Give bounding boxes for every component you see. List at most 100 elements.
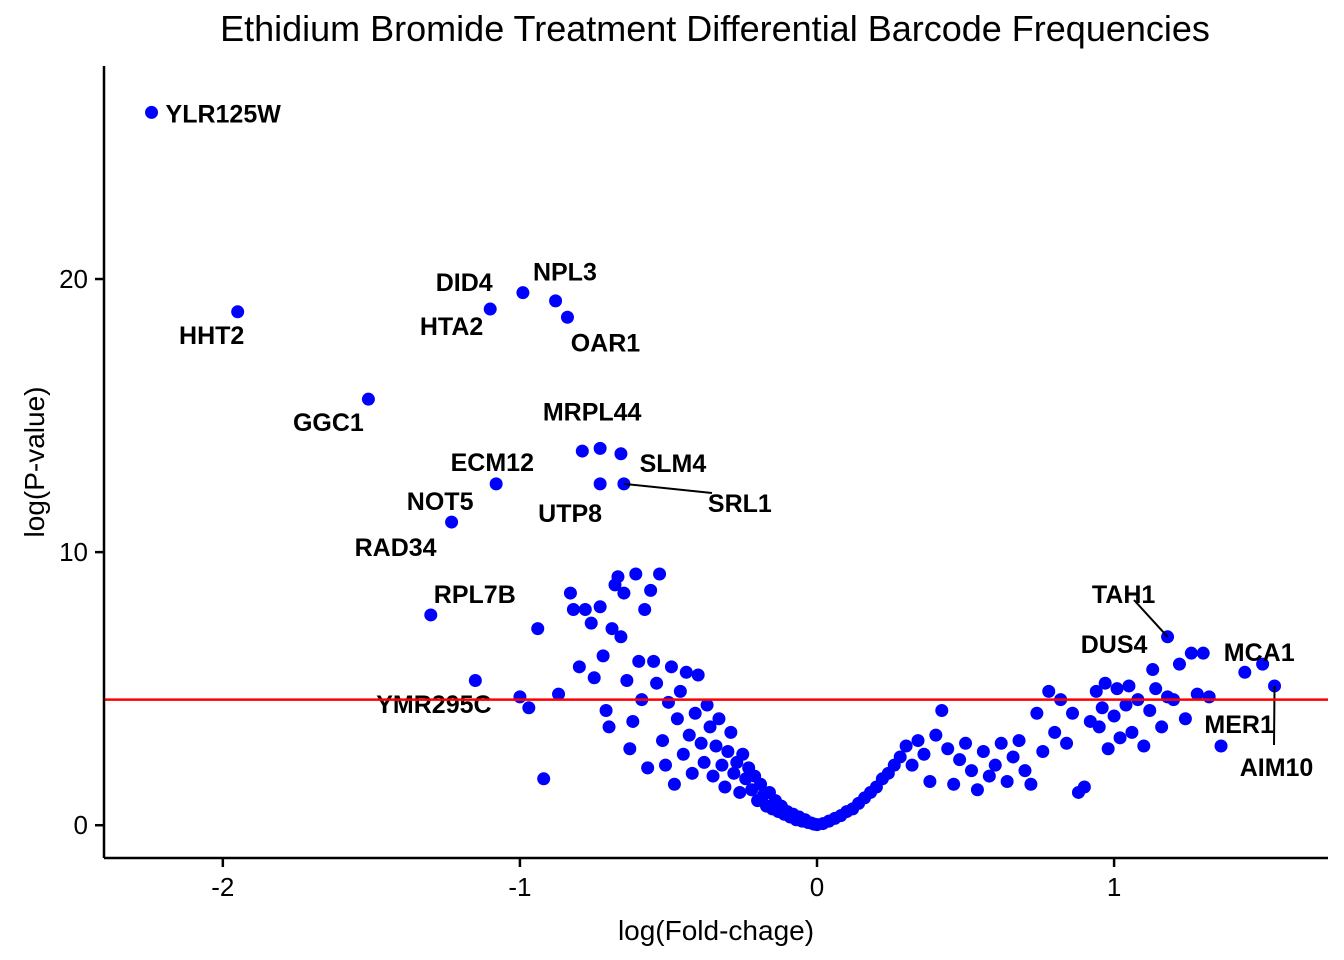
data-point (658, 758, 672, 772)
data-point (1060, 736, 1074, 750)
data-point (1048, 725, 1062, 739)
data-point (694, 736, 708, 750)
data-point (578, 602, 592, 616)
labeled-point (593, 477, 607, 491)
data-point (994, 736, 1008, 750)
labeled-point (489, 477, 503, 491)
data-point (691, 668, 705, 682)
data-point (587, 671, 601, 685)
data-point (1077, 780, 1091, 794)
data-point (712, 712, 726, 726)
data-point (923, 775, 937, 789)
point-label: TAH1 (1092, 581, 1156, 609)
point-label: RPL7B (434, 581, 516, 609)
data-point (754, 777, 768, 791)
data-point (1110, 682, 1124, 696)
point-label: YMR295C (376, 691, 491, 719)
data-point (1113, 731, 1127, 745)
point-label: GGC1 (293, 409, 364, 437)
data-point (685, 766, 699, 780)
data-point (947, 777, 961, 791)
data-point (697, 755, 711, 769)
labeled-point (614, 447, 628, 461)
label-connector (623, 482, 713, 494)
data-point (629, 567, 643, 581)
data-point (727, 766, 741, 780)
data-point (584, 616, 598, 630)
point-label: UTP8 (538, 500, 602, 528)
data-point (982, 769, 996, 783)
point-label: SRL1 (708, 490, 772, 518)
point-label: OAR1 (571, 329, 641, 357)
data-point (988, 758, 1002, 772)
data-point (641, 761, 655, 775)
data-point (953, 753, 967, 767)
point-label: NOT5 (407, 488, 474, 516)
data-point (667, 777, 681, 791)
data-point (1119, 698, 1133, 712)
data-point (1000, 775, 1014, 789)
data-point (1238, 665, 1252, 679)
labeled-point (231, 305, 245, 319)
data-point (1018, 764, 1032, 778)
point-label: NPL3 (533, 259, 597, 287)
data-point (602, 720, 616, 734)
data-point (653, 567, 667, 581)
data-point (552, 687, 566, 701)
data-point (611, 570, 625, 584)
point-label: RAD34 (355, 534, 437, 562)
data-point (620, 673, 634, 687)
data-point (664, 660, 678, 674)
data-point (1030, 706, 1044, 720)
data-point (1137, 739, 1151, 753)
data-point (1184, 646, 1198, 660)
data-point (638, 602, 652, 616)
y-tick-label: 0 (74, 810, 88, 840)
data-point (617, 586, 631, 600)
labeled-point (1146, 663, 1160, 677)
data-point (1172, 657, 1186, 671)
data-point (647, 654, 661, 668)
x-tick-label: 0 (810, 872, 824, 902)
labeled-point (483, 302, 497, 316)
data-point (522, 701, 536, 715)
data-point (1214, 739, 1228, 753)
data-point (718, 780, 732, 794)
point-label: AIM10 (1240, 754, 1314, 782)
data-point (623, 742, 637, 756)
point-label: ECM12 (451, 449, 534, 477)
data-point (1107, 709, 1121, 723)
data-point (537, 772, 551, 786)
labeled-point (445, 515, 459, 529)
data-point (1190, 687, 1204, 701)
labeled-point (549, 294, 563, 308)
x-tick-label: 1 (1107, 872, 1121, 902)
data-point (970, 783, 984, 797)
data-point (650, 676, 664, 690)
data-point (917, 747, 931, 761)
data-point (676, 747, 690, 761)
data-point (688, 706, 702, 720)
data-point (632, 654, 646, 668)
data-point (1042, 684, 1056, 698)
point-label: DUS4 (1081, 631, 1148, 659)
data-point (682, 728, 696, 742)
data-point (1012, 734, 1026, 748)
point-label: HHT2 (179, 322, 244, 350)
point-label: MER1 (1204, 711, 1274, 739)
labeled-point (593, 441, 607, 455)
data-point (935, 704, 949, 718)
data-point (614, 630, 628, 644)
data-point (976, 744, 990, 758)
data-point (644, 583, 658, 597)
data-point (1089, 684, 1103, 698)
label-connector (1273, 685, 1276, 746)
data-point (593, 600, 607, 614)
point-label: SLM4 (640, 450, 707, 478)
data-point (964, 764, 978, 778)
labeled-point (361, 392, 375, 406)
x-tick-label: -2 (211, 872, 234, 902)
point-label: MCA1 (1224, 639, 1295, 667)
